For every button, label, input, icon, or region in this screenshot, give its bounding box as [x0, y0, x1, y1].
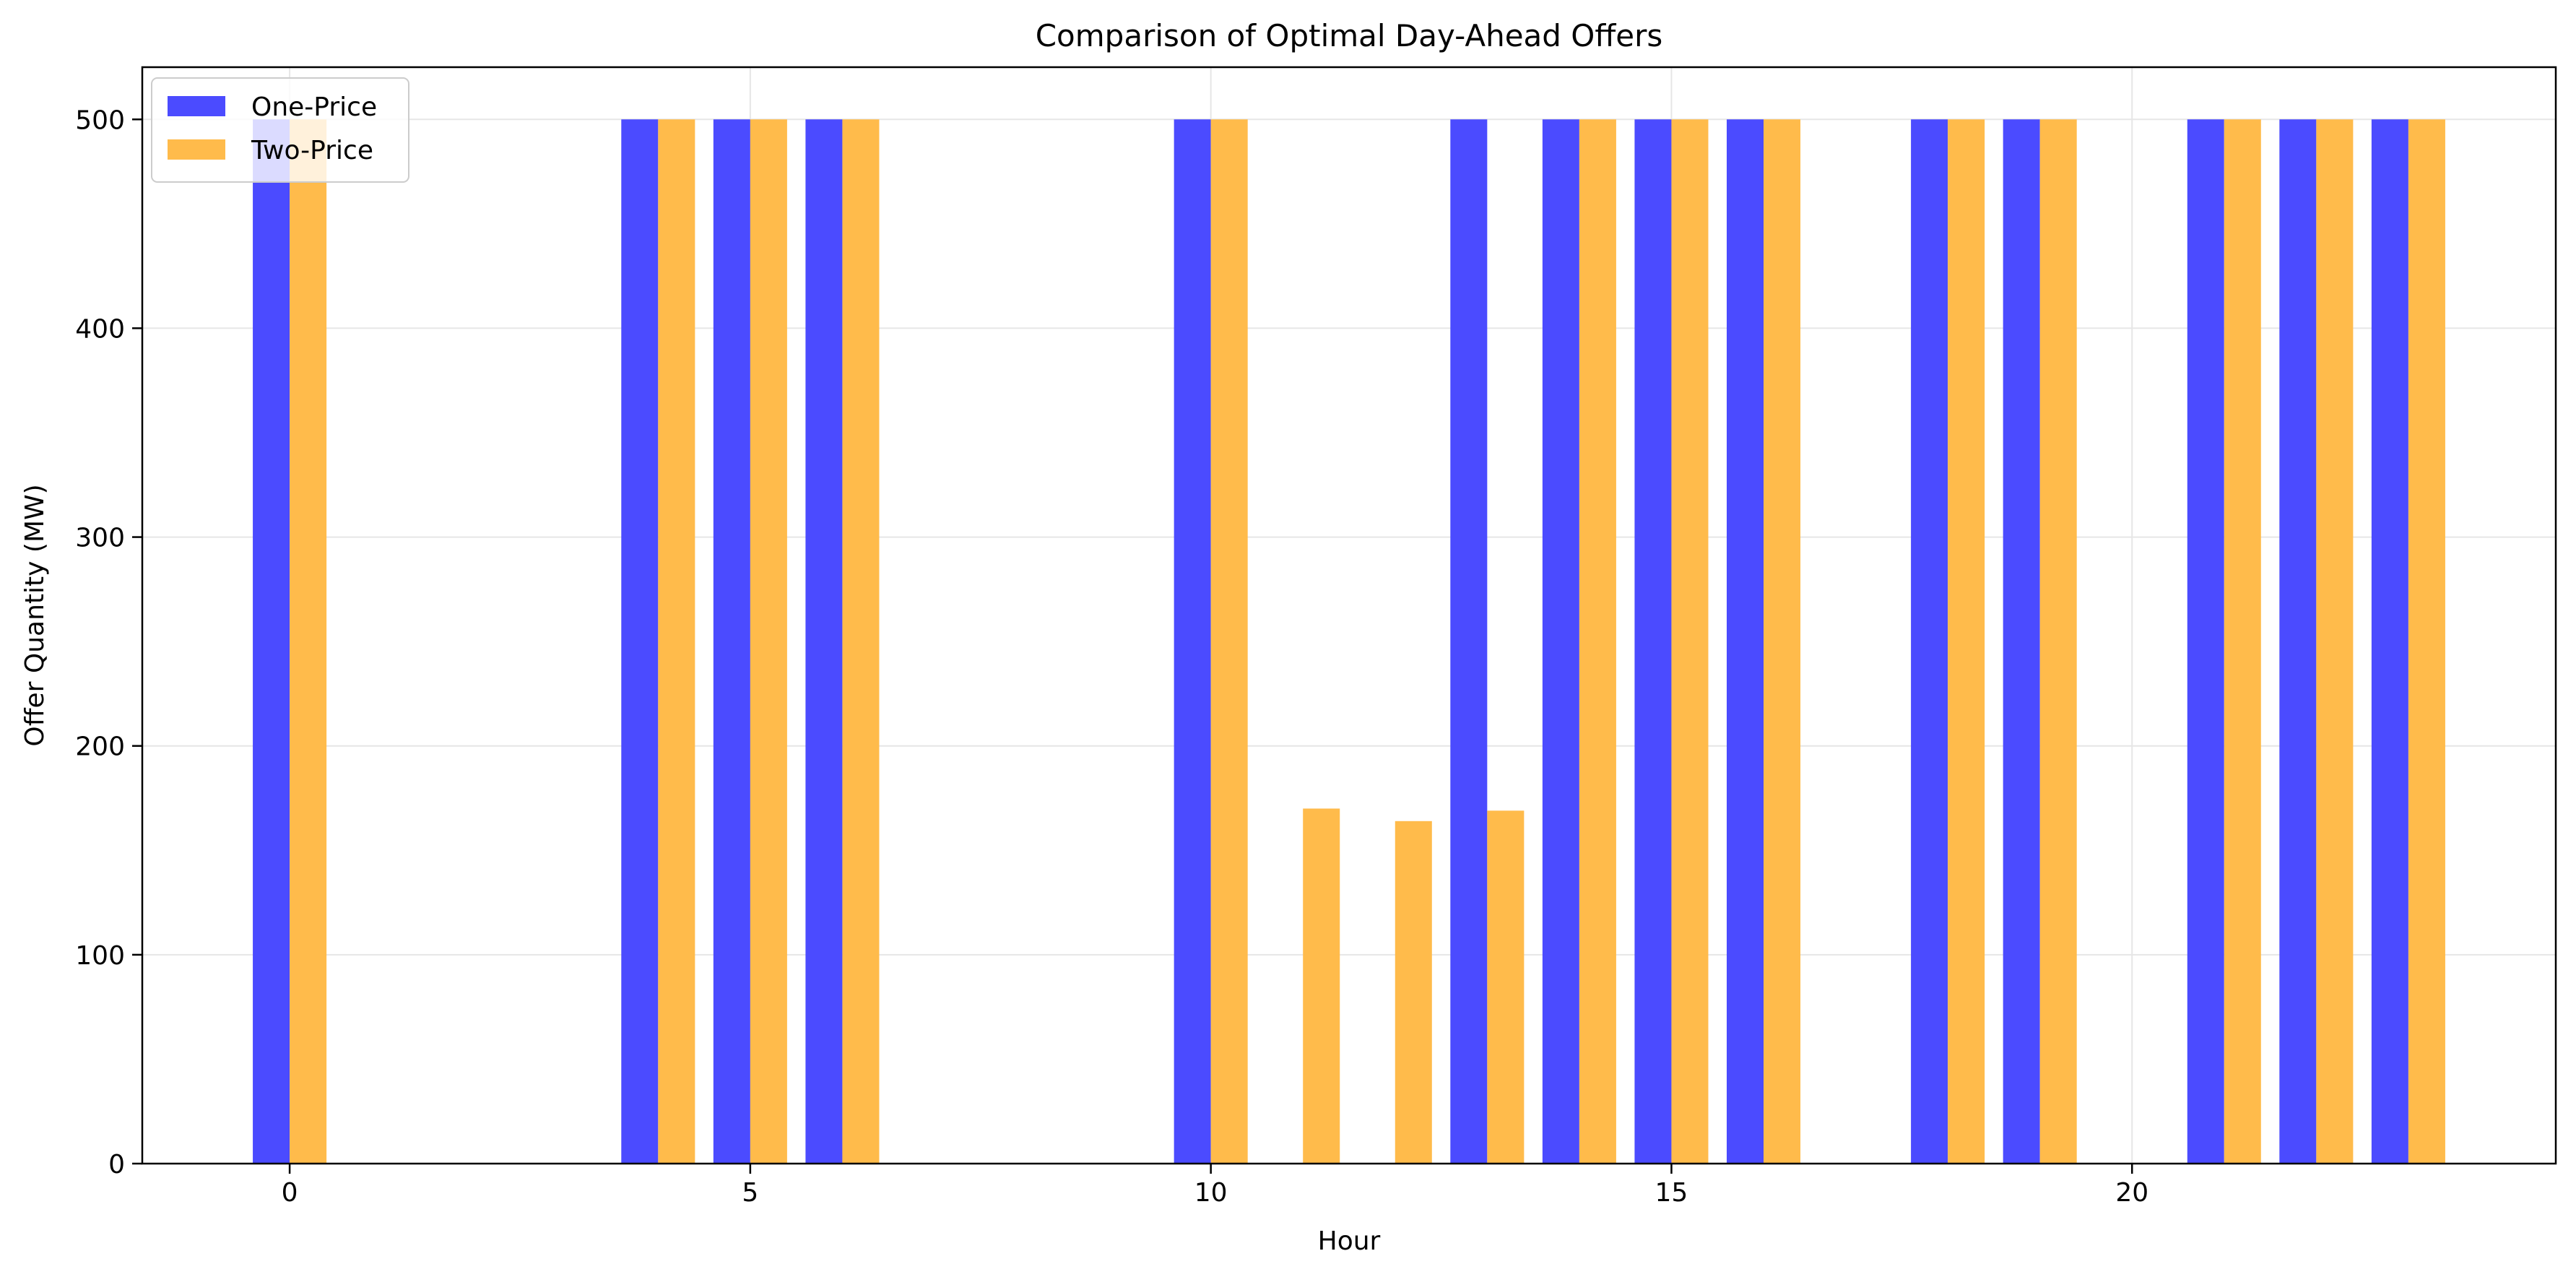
bar-two-price-hour-23 — [2408, 119, 2445, 1164]
legend-swatch-one-price — [168, 96, 225, 116]
y-tick-label: 300 — [75, 524, 125, 553]
bar-one-price-hour-10 — [1174, 119, 1211, 1164]
bar-one-price-hour-5 — [713, 119, 750, 1164]
bar-two-price-hour-5 — [750, 119, 787, 1164]
bar-one-price-hour-21 — [2187, 119, 2224, 1164]
bar-two-price-hour-19 — [2039, 119, 2077, 1164]
x-tick-label: 10 — [1194, 1178, 1228, 1208]
chart-title: Comparison of Optimal Day-Ahead Offers — [1036, 18, 1663, 53]
x-tick-label: 0 — [282, 1178, 298, 1208]
bars — [253, 119, 2445, 1164]
x-tick-label: 20 — [2115, 1178, 2148, 1208]
legend: One-Price Two-Price — [151, 77, 409, 183]
y-tick-label: 500 — [75, 105, 125, 135]
legend-label-two-price: Two-Price — [251, 136, 373, 165]
bar-one-price-hour-19 — [2003, 119, 2040, 1164]
bar-two-price-hour-22 — [2316, 119, 2354, 1164]
y-axis-label: Offer Quantity (MW) — [20, 484, 50, 746]
x-axis-label: Hour — [1318, 1226, 1381, 1256]
y-tick-label: 400 — [75, 314, 125, 344]
bar-two-price-hour-6 — [842, 119, 880, 1164]
bar-two-price-hour-16 — [1764, 119, 1801, 1164]
bar-two-price-hour-18 — [1948, 119, 1985, 1164]
bar-two-price-hour-13 — [1487, 810, 1525, 1164]
bar-one-price-hour-18 — [1911, 119, 1948, 1164]
bar-one-price-hour-4 — [621, 119, 659, 1164]
bar-two-price-hour-0 — [290, 119, 327, 1164]
y-tick-label: 0 — [108, 1150, 125, 1179]
bar-two-price-hour-12 — [1395, 821, 1432, 1164]
bar-two-price-hour-15 — [1671, 119, 1709, 1164]
y-tick-label: 100 — [75, 941, 125, 971]
bar-two-price-hour-21 — [2224, 119, 2261, 1164]
bar-one-price-hour-14 — [1542, 119, 1579, 1164]
x-tick-label: 5 — [742, 1178, 758, 1208]
y-tick-label: 200 — [75, 732, 125, 762]
bar-one-price-hour-23 — [2371, 119, 2408, 1164]
bar-one-price-hour-13 — [1450, 119, 1488, 1164]
bar-two-price-hour-10 — [1210, 119, 1248, 1164]
legend-label-one-price: One-Price — [251, 92, 377, 122]
bar-two-price-hour-14 — [1579, 119, 1616, 1164]
bar-two-price-hour-11 — [1303, 808, 1340, 1164]
plot-frame — [141, 66, 2557, 1165]
legend-swatch-two-price — [168, 139, 225, 160]
bar-one-price-hour-16 — [1726, 119, 1764, 1164]
bar-one-price-hour-15 — [1634, 119, 1672, 1164]
bar-two-price-hour-4 — [658, 119, 695, 1164]
bar-one-price-hour-22 — [2279, 119, 2317, 1164]
bar-one-price-hour-0 — [253, 119, 290, 1164]
x-tick-label: 15 — [1655, 1178, 1688, 1208]
bar-one-price-hour-6 — [805, 119, 843, 1164]
